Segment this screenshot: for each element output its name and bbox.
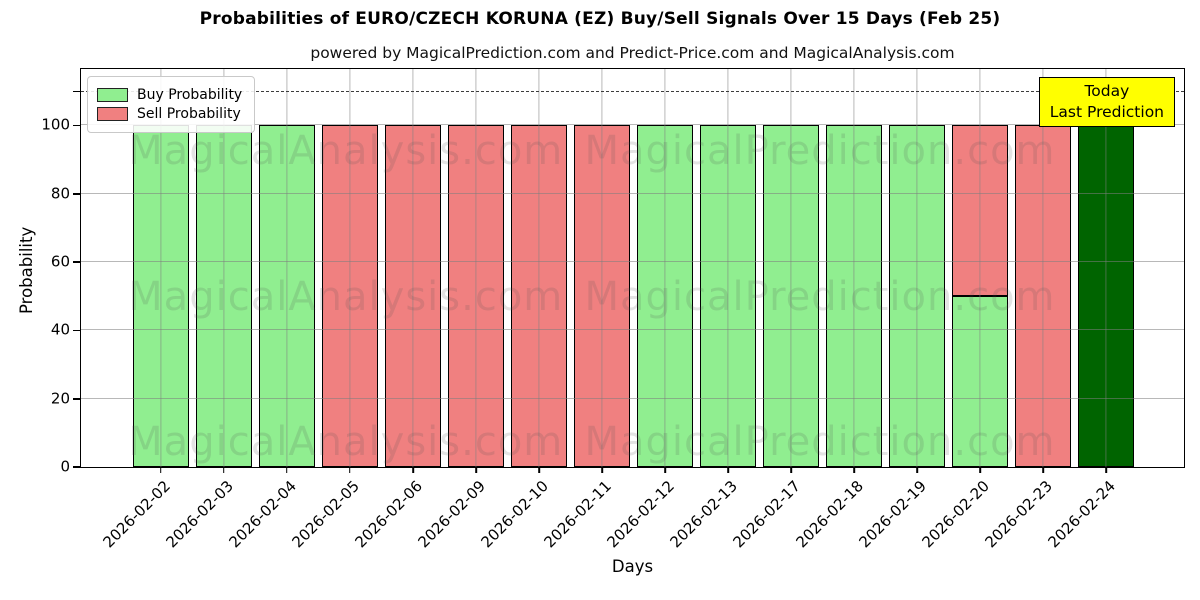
y-tick-mark [73,398,80,400]
x-tick-label: 2026-02-09 [414,477,489,552]
y-tick-mark [73,466,80,468]
x-tick-mark [790,467,792,473]
y-axis-label: Probability [17,226,36,314]
x-tick-label: 2026-02-11 [540,477,615,552]
gridline-vertical [601,69,603,467]
gridline-horizontal [81,397,1184,399]
chart-title: Probabilities of EURO/CZECH KORUNA (EZ) … [199,9,1001,29]
gridline-vertical [664,69,666,467]
watermark-text: MagicalPrediction.com [584,419,1056,466]
y-tick-label: 20 [50,389,70,408]
legend-item: Sell Probability [97,106,242,122]
gridline-vertical [160,69,162,467]
x-tick-label: 2026-02-23 [981,477,1056,552]
x-tick-label: 2026-02-05 [288,477,363,552]
x-tick-label: 2026-02-06 [351,477,426,552]
x-tick-mark [916,467,918,473]
gridline-vertical [790,69,792,467]
legend-swatch [97,107,128,121]
x-tick-mark [979,467,981,473]
gridline-horizontal [81,329,1184,331]
chart-subtitle: powered by MagicalPrediction.com and Pre… [310,44,955,62]
gridline-vertical [916,69,918,467]
y-tick-label: 100 [41,115,70,134]
legend-label: Sell Probability [137,106,241,122]
gridline-vertical [1105,69,1107,467]
today-annotation-line1: Today [1084,82,1130,100]
legend: Buy Probability Sell Probability [87,76,256,133]
plot-area: Probability Days Buy Probability Sell Pro… [17,68,1185,576]
gridline-vertical [349,69,351,467]
x-tick-mark [664,467,666,473]
gridline-vertical [412,69,414,467]
x-tick-label: 2026-02-18 [792,477,867,552]
x-tick-label: 2026-02-02 [99,477,174,552]
x-tick-mark [286,467,288,473]
y-tick-label: 60 [50,252,70,271]
gridline-vertical [853,69,855,467]
x-tick-mark [223,467,225,473]
gridline-horizontal [81,124,1184,126]
x-axis-label: Days [611,557,654,576]
legend-label: Buy Probability [137,87,243,103]
x-tick-mark [538,467,540,473]
y-tick-mark [73,261,80,264]
x-tick-mark [475,467,477,473]
x-tick-label: 2026-02-04 [225,477,300,552]
y-tick-label: 0 [60,457,70,476]
x-tick-label: 2026-02-20 [918,477,993,552]
x-tick-label: 2026-02-13 [666,477,741,552]
gridline-vertical [727,69,729,467]
watermark-text: MagicalAnalysis.com [128,127,564,174]
gridline-vertical [538,69,540,467]
legend-item: Buy Probability [97,87,242,103]
y-tick-mark [73,90,80,93]
y-tick-label: 80 [50,184,70,203]
gridline-vertical [979,69,981,467]
watermark-text: MagicalAnalysis.com [128,419,564,466]
x-tick-mark [349,467,351,473]
today-annotation-line2: Last Prediction [1049,103,1164,121]
watermark-text: MagicalPrediction.com [584,127,1056,174]
gridline-horizontal [81,192,1184,194]
x-tick-mark [1105,467,1107,473]
today-annotation-box: Today Last Prediction [1038,77,1175,127]
x-tick-label: 2026-02-19 [855,477,930,552]
gridline-vertical [1042,69,1044,467]
y-tick-label: 40 [50,320,70,339]
watermark-text: MagicalPrediction.com [584,273,1056,320]
x-tick-mark [412,467,414,473]
x-tick-label: 2026-02-24 [1044,477,1119,552]
threshold-dashed-line [81,91,1184,93]
x-tick-mark [601,467,603,473]
x-tick-label: 2026-02-12 [603,477,678,552]
x-tick-mark [160,467,162,473]
y-tick-mark [73,193,80,195]
gridline-vertical [223,69,225,467]
x-tick-mark [727,467,729,473]
gridline-vertical [286,69,288,467]
watermark-text: MagicalAnalysis.com [128,273,564,320]
x-tick-mark [1042,467,1044,473]
gridline-horizontal [81,260,1184,263]
x-tick-label: 2026-02-03 [162,477,237,552]
gridline-vertical [475,69,477,467]
y-tick-mark [73,329,80,332]
legend-swatch [97,88,128,102]
x-tick-label: 2026-02-17 [729,477,804,552]
x-tick-mark [853,467,855,473]
y-tick-mark [73,124,80,127]
x-tick-label: 2026-02-10 [477,477,552,552]
